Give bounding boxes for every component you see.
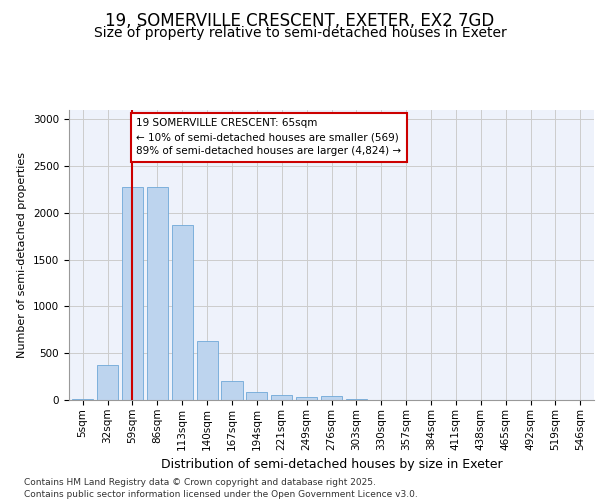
Bar [172, 225, 193, 400]
Bar [147, 186, 168, 400]
Bar [246, 392, 268, 400]
Bar [346, 399, 367, 400]
X-axis label: Distribution of semi-detached houses by size in Exeter: Distribution of semi-detached houses by … [161, 458, 502, 471]
Bar [122, 186, 143, 400]
Bar [97, 365, 118, 400]
Bar [197, 340, 218, 400]
Text: 19, SOMERVILLE CRESCENT, EXETER, EX2 7GD: 19, SOMERVILLE CRESCENT, EXETER, EX2 7GD [106, 12, 494, 30]
Bar [72, 399, 93, 400]
Bar [221, 382, 242, 400]
Text: Contains HM Land Registry data © Crown copyright and database right 2025.
Contai: Contains HM Land Registry data © Crown c… [24, 478, 418, 499]
Bar [321, 396, 342, 400]
Text: 19 SOMERVILLE CRESCENT: 65sqm
← 10% of semi-detached houses are smaller (569)
89: 19 SOMERVILLE CRESCENT: 65sqm ← 10% of s… [136, 118, 401, 156]
Text: Size of property relative to semi-detached houses in Exeter: Size of property relative to semi-detach… [94, 26, 506, 40]
Bar [271, 395, 292, 400]
Y-axis label: Number of semi-detached properties: Number of semi-detached properties [17, 152, 28, 358]
Bar [296, 396, 317, 400]
